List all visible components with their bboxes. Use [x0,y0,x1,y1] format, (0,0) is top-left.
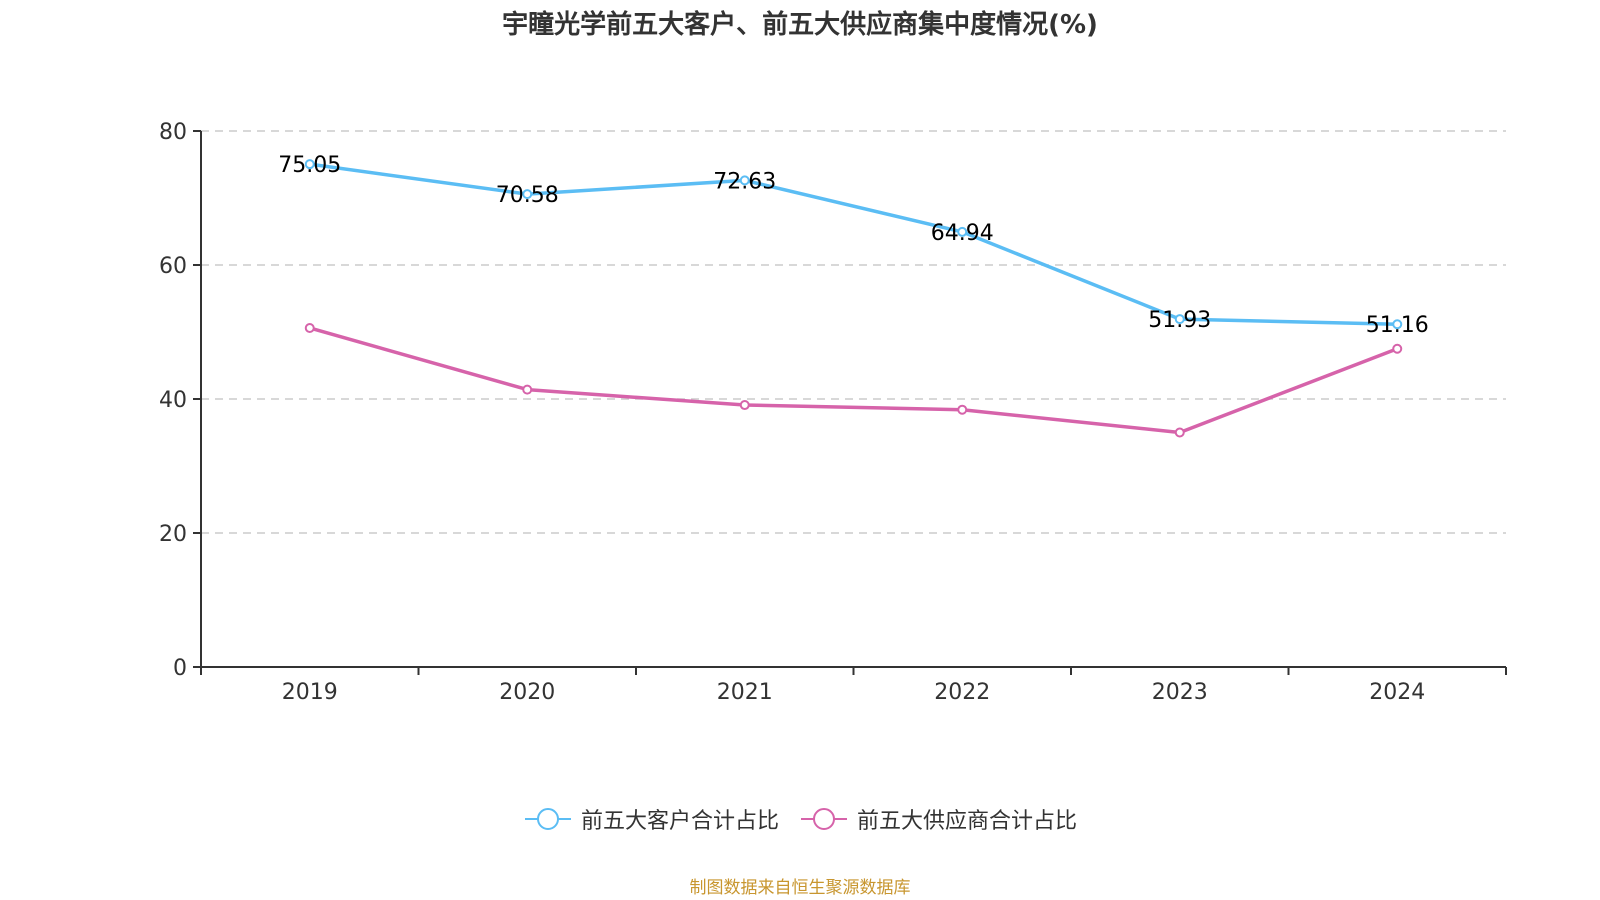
x-tick-label: 2021 [717,680,773,705]
y-tick-label: 60 [159,254,187,279]
series-line [309,326,1398,435]
y-tick-label: 80 [159,120,187,145]
chart-title: 宇瞳光学前五大客户、前五大供应商集中度情况(%) [502,10,1098,40]
data-label: 64.94 [931,221,994,246]
data-label: 51.93 [1148,308,1211,333]
data-point [957,404,968,415]
grid-lines [201,130,1506,534]
data-label: 51.16 [1366,313,1429,338]
legend-item-suppliers[interactable]: 前五大供应商合计占比 [799,803,1077,835]
data-point [739,175,750,186]
legend-item-customers[interactable]: 前五大客户合计占比 [523,803,779,835]
data-point [1392,343,1403,354]
y-tick-label: 0 [173,656,187,681]
x-tick-label: 2022 [934,680,990,705]
legend-line-circle-icon [524,808,571,830]
data-point [1392,319,1403,330]
data-point [957,226,968,237]
x-tick-label: 2023 [1152,680,1208,705]
axes: 0 20 40 60 80 2019 2020 2021 2022 2023 2024 [159,120,1507,705]
legend-line-circle-icon [801,808,847,830]
data-label: 72.63 [713,169,776,194]
series-layer [304,159,1403,438]
legend-label-suppliers: 前五大供应商合计占比 [857,809,1078,834]
data-point [304,322,315,333]
legend: 前五大客户合计占比 前五大供应商合计占比 [0,803,1600,835]
data-label: 75.05 [278,153,341,178]
data-point [522,189,533,200]
data-label: 70.58 [496,183,559,208]
data-labels: 75.05 70.58 72.63 64.94 51.93 51.16 [278,153,1428,338]
y-tick-label: 20 [159,522,187,547]
data-point [1174,427,1185,438]
series-line [309,162,1398,326]
x-tick-label: 2024 [1369,680,1425,705]
x-tick-label: 2020 [499,680,555,705]
data-point [522,384,533,395]
legend-label-customers: 前五大客户合计占比 [580,809,779,834]
x-tick-label: 2019 [282,680,338,705]
source-note: 制图数据来自恒生聚源数据库 [689,878,911,898]
data-point [304,159,315,170]
data-point [739,400,750,411]
y-tick-label: 40 [159,388,187,413]
data-point [1174,314,1185,325]
